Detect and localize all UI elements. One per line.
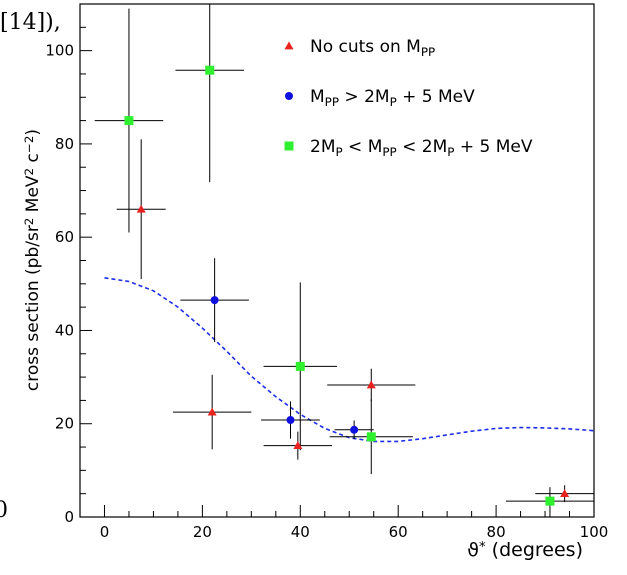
x-tick-label: 100 bbox=[580, 523, 609, 541]
data-point-triangle bbox=[560, 489, 570, 498]
y-tick-label: 20 bbox=[55, 415, 74, 433]
data-point-square bbox=[205, 65, 215, 75]
x-axis-title: ϑ* (degrees) bbox=[467, 539, 583, 561]
data-point-circle bbox=[210, 296, 219, 305]
text-fragment-bottom: 0 bbox=[0, 498, 8, 523]
data-point-triangle bbox=[207, 407, 217, 416]
legend-marker-square bbox=[284, 141, 294, 151]
x-tick-label: 80 bbox=[487, 523, 506, 541]
y-tick-label: 60 bbox=[55, 228, 74, 246]
data-point-square bbox=[366, 432, 376, 442]
legend-label: MPP > 2MP + 5 MeV bbox=[310, 87, 475, 109]
data-point-square bbox=[545, 496, 555, 506]
y-tick-label: 100 bbox=[45, 42, 74, 60]
legend-marker-circle bbox=[285, 92, 293, 100]
x-tick-label: 60 bbox=[389, 523, 408, 541]
data-point-triangle bbox=[293, 441, 303, 450]
fit-curve bbox=[104, 277, 595, 443]
x-tick-label: 20 bbox=[193, 523, 212, 541]
data-point-circle bbox=[286, 415, 295, 424]
legend-label: 2MP < MPP < 2MP + 5 MeV bbox=[310, 137, 533, 159]
data-point-triangle bbox=[366, 380, 376, 389]
legend-label: No cuts on MPP bbox=[310, 37, 435, 59]
y-axis-title: cross section (pb/sr2 MeV2 c−2) bbox=[22, 129, 43, 391]
data-point-circle bbox=[350, 425, 359, 434]
y-tick-label: 0 bbox=[64, 508, 74, 526]
data-markers bbox=[124, 65, 570, 506]
data-point-square bbox=[295, 361, 305, 371]
legend-marker-triangle bbox=[284, 41, 294, 50]
x-tick-label: 40 bbox=[291, 523, 310, 541]
axis-titles: ϑ* (degrees) cross section (pb/sr2 MeV2 c… bbox=[22, 129, 583, 561]
plot-border bbox=[79, 3, 595, 518]
y-tick-label: 80 bbox=[55, 135, 74, 153]
data-point-square bbox=[124, 116, 134, 126]
error-bars bbox=[94, 4, 594, 517]
y-tick-label: 40 bbox=[55, 321, 74, 339]
axis-ticks bbox=[79, 3, 595, 518]
x-tick-label: 0 bbox=[100, 523, 110, 541]
data-point-triangle bbox=[136, 204, 146, 213]
legend: No cuts on MPP MPP > 2MP + 5 MeV 2MP < MPP… bbox=[284, 37, 533, 159]
plot-frame bbox=[79, 3, 595, 518]
text-fragment-top: [14]), bbox=[0, 10, 61, 35]
curve-line bbox=[104, 277, 595, 443]
tick-labels: 0 20 40 60 80 100 0 20 40 60 80 100 bbox=[45, 42, 608, 541]
